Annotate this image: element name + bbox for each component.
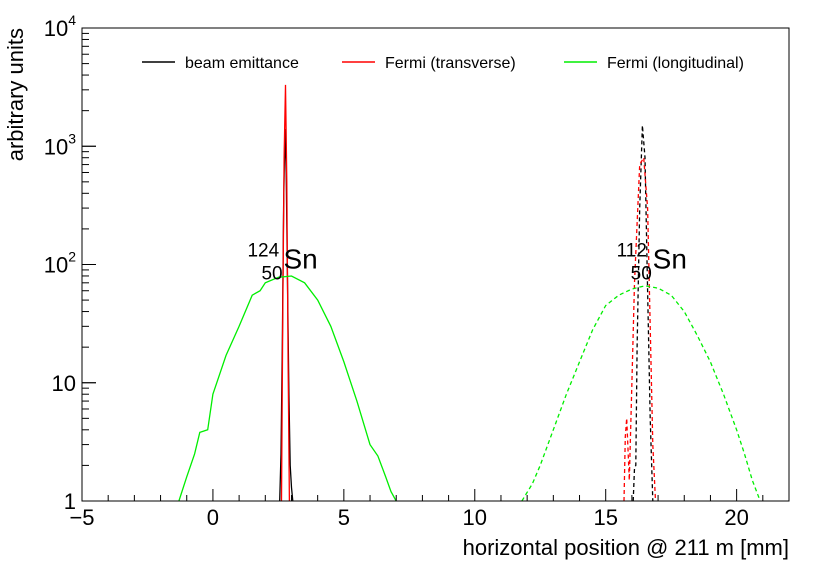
isotope-mass-number: 112 — [617, 241, 647, 262]
y-axis-label: arbitrary units — [3, 28, 28, 161]
series-line-2 — [178, 275, 397, 502]
y-tick-label: 1 — [64, 489, 76, 514]
y-tick-label: 103 — [44, 130, 76, 159]
legend-label: Fermi (transverse) — [385, 55, 516, 72]
y-tick-label: 102 — [44, 249, 76, 278]
plot-area — [178, 84, 761, 502]
isotope-mass-number: 124 — [247, 241, 279, 262]
y-tick-label: 104 — [44, 12, 76, 41]
legend-label: beam emittance — [185, 55, 299, 72]
legend: beam emittance Fermi (transverse) Fermi (l… — [142, 55, 744, 72]
isotope-atomic-number: 50 — [261, 264, 282, 285]
legend-label: Fermi (longitudinal) — [607, 55, 744, 72]
x-tick-label: 10 — [463, 505, 487, 530]
series-line-1 — [280, 84, 291, 502]
x-tick-label: 5 — [338, 505, 350, 530]
x-axis-label: horizontal position @ 211 m [mm] — [463, 535, 789, 560]
series-line-5 — [521, 285, 761, 502]
isotope-symbol: Sn — [653, 244, 687, 275]
y-tick-label: 10 — [52, 371, 76, 396]
y-axis: 1 10 102 103 104 — [44, 12, 96, 514]
x-axis: −5 0 5 10 15 20 — [69, 489, 790, 530]
isotope-symbol: Sn — [283, 244, 317, 275]
series-line-3 — [632, 125, 654, 502]
x-tick-label: 0 — [207, 505, 219, 530]
x-tick-label: −5 — [69, 505, 94, 530]
x-tick-label: 20 — [724, 505, 748, 530]
isotope-atomic-number: 50 — [631, 264, 652, 285]
series-line-4 — [623, 155, 657, 502]
x-tick-label: 15 — [593, 505, 617, 530]
